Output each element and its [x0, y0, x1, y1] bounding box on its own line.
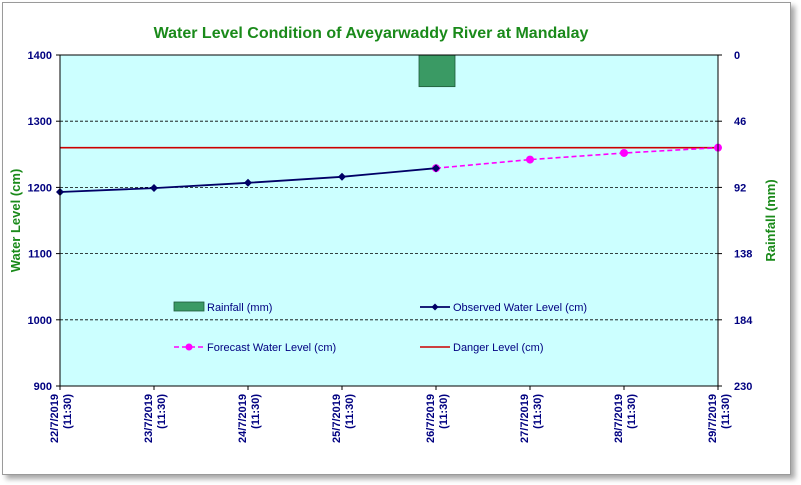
forecast-point [526, 155, 534, 164]
x-tick-label: 24/7/2019 (11:30) [237, 394, 262, 443]
x-tick-label: 23/7/2019 (11:30) [143, 394, 168, 443]
y-tick-label: 1400 [28, 50, 52, 62]
y2-axis-title: Rainfall (mm) [763, 179, 778, 261]
x-tick-date: 27/7/2019 [519, 394, 531, 443]
legend-swatch-rainfall [173, 301, 205, 312]
legend-label: Observed Water Level (cm) [453, 302, 587, 314]
x-tick-time: (11:30) [344, 394, 356, 429]
y2-tick-label: 92 [734, 182, 746, 194]
x-tick-label: 25/7/2019 (11:30) [331, 394, 356, 443]
x-tick-time: (11:30) [626, 394, 638, 429]
y-tick-label: 1100 [28, 249, 52, 261]
series-lines [56, 143, 722, 197]
x-tick-time: (11:30) [720, 394, 732, 429]
x-tick-date: 26/7/2019 [425, 394, 437, 443]
y2-tick-label: 138 [734, 249, 752, 261]
forecast-point [620, 148, 628, 157]
legend-label: Forecast Water Level (cm) [207, 342, 336, 354]
x-tick-date: 29/7/2019 [707, 394, 719, 443]
chart-frame: 1400 1300 1200 1100 1000 900 0 46 92 138 184 230 22/… [2, 2, 791, 475]
x-tick-label: 22/7/2019 (11:30) [49, 394, 74, 443]
x-tick-date: 24/7/2019 [237, 394, 249, 443]
y-tick-label: 1000 [28, 315, 52, 327]
observed-point [244, 178, 252, 187]
x-tick-time: (11:30) [532, 394, 544, 429]
x-tick-date: 28/7/2019 [613, 394, 625, 443]
y2-tick-label: 46 [734, 116, 746, 128]
observed-point [432, 164, 440, 173]
axes [56, 54, 722, 390]
x-tick-time: (11:30) [438, 394, 450, 429]
water-level-chart: 1400 1300 1200 1100 1000 900 0 46 92 138 184 230 22/… [8, 25, 778, 443]
legend-label: Rainfall (mm) [207, 302, 272, 314]
x-tick-label: 28/7/2019 (11:30) [613, 394, 638, 443]
forecast-line [435, 146, 719, 169]
tick-labels: 1400 1300 1200 1100 1000 900 0 46 92 138 184 230 22/… [28, 50, 754, 443]
x-tick-label: 26/7/2019 (11:30) [425, 394, 450, 443]
x-tick-label: 29/7/2019 (11:30) [707, 394, 732, 443]
rainfall-bars [418, 54, 456, 88]
x-tick-time: (11:30) [250, 394, 262, 429]
y-tick-label: 1300 [28, 116, 52, 128]
y-axis-title: Water Level (cm) [8, 169, 23, 273]
x-tick-date: 25/7/2019 [331, 394, 343, 443]
chart-title: Water Level Condition of Aveyarwaddy Riv… [154, 25, 589, 42]
x-tick-date: 23/7/2019 [143, 394, 155, 443]
x-tick-time: (11:30) [62, 394, 74, 429]
legend-marker-forecast [185, 343, 193, 351]
plot-area [60, 55, 718, 386]
y2-tick-label: 184 [734, 315, 753, 327]
legend: Rainfall (mm) Observed Water Level (cm) Fo… [173, 301, 587, 354]
legend-marker-observed [431, 303, 439, 311]
x-tick-date: 22/7/2019 [49, 394, 61, 443]
rainfall-bar [418, 54, 456, 88]
y2-tick-label: 0 [734, 50, 740, 62]
observed-point [338, 172, 346, 181]
x-tick-time: (11:30) [156, 394, 168, 429]
observed-point [150, 184, 158, 193]
legend-label: Danger Level (cm) [453, 342, 543, 354]
y-tick-label: 900 [34, 381, 52, 393]
x-tick-label: 27/7/2019 (11:30) [519, 394, 544, 443]
y2-tick-label: 230 [734, 381, 752, 393]
y-tick-label: 1200 [28, 182, 52, 194]
